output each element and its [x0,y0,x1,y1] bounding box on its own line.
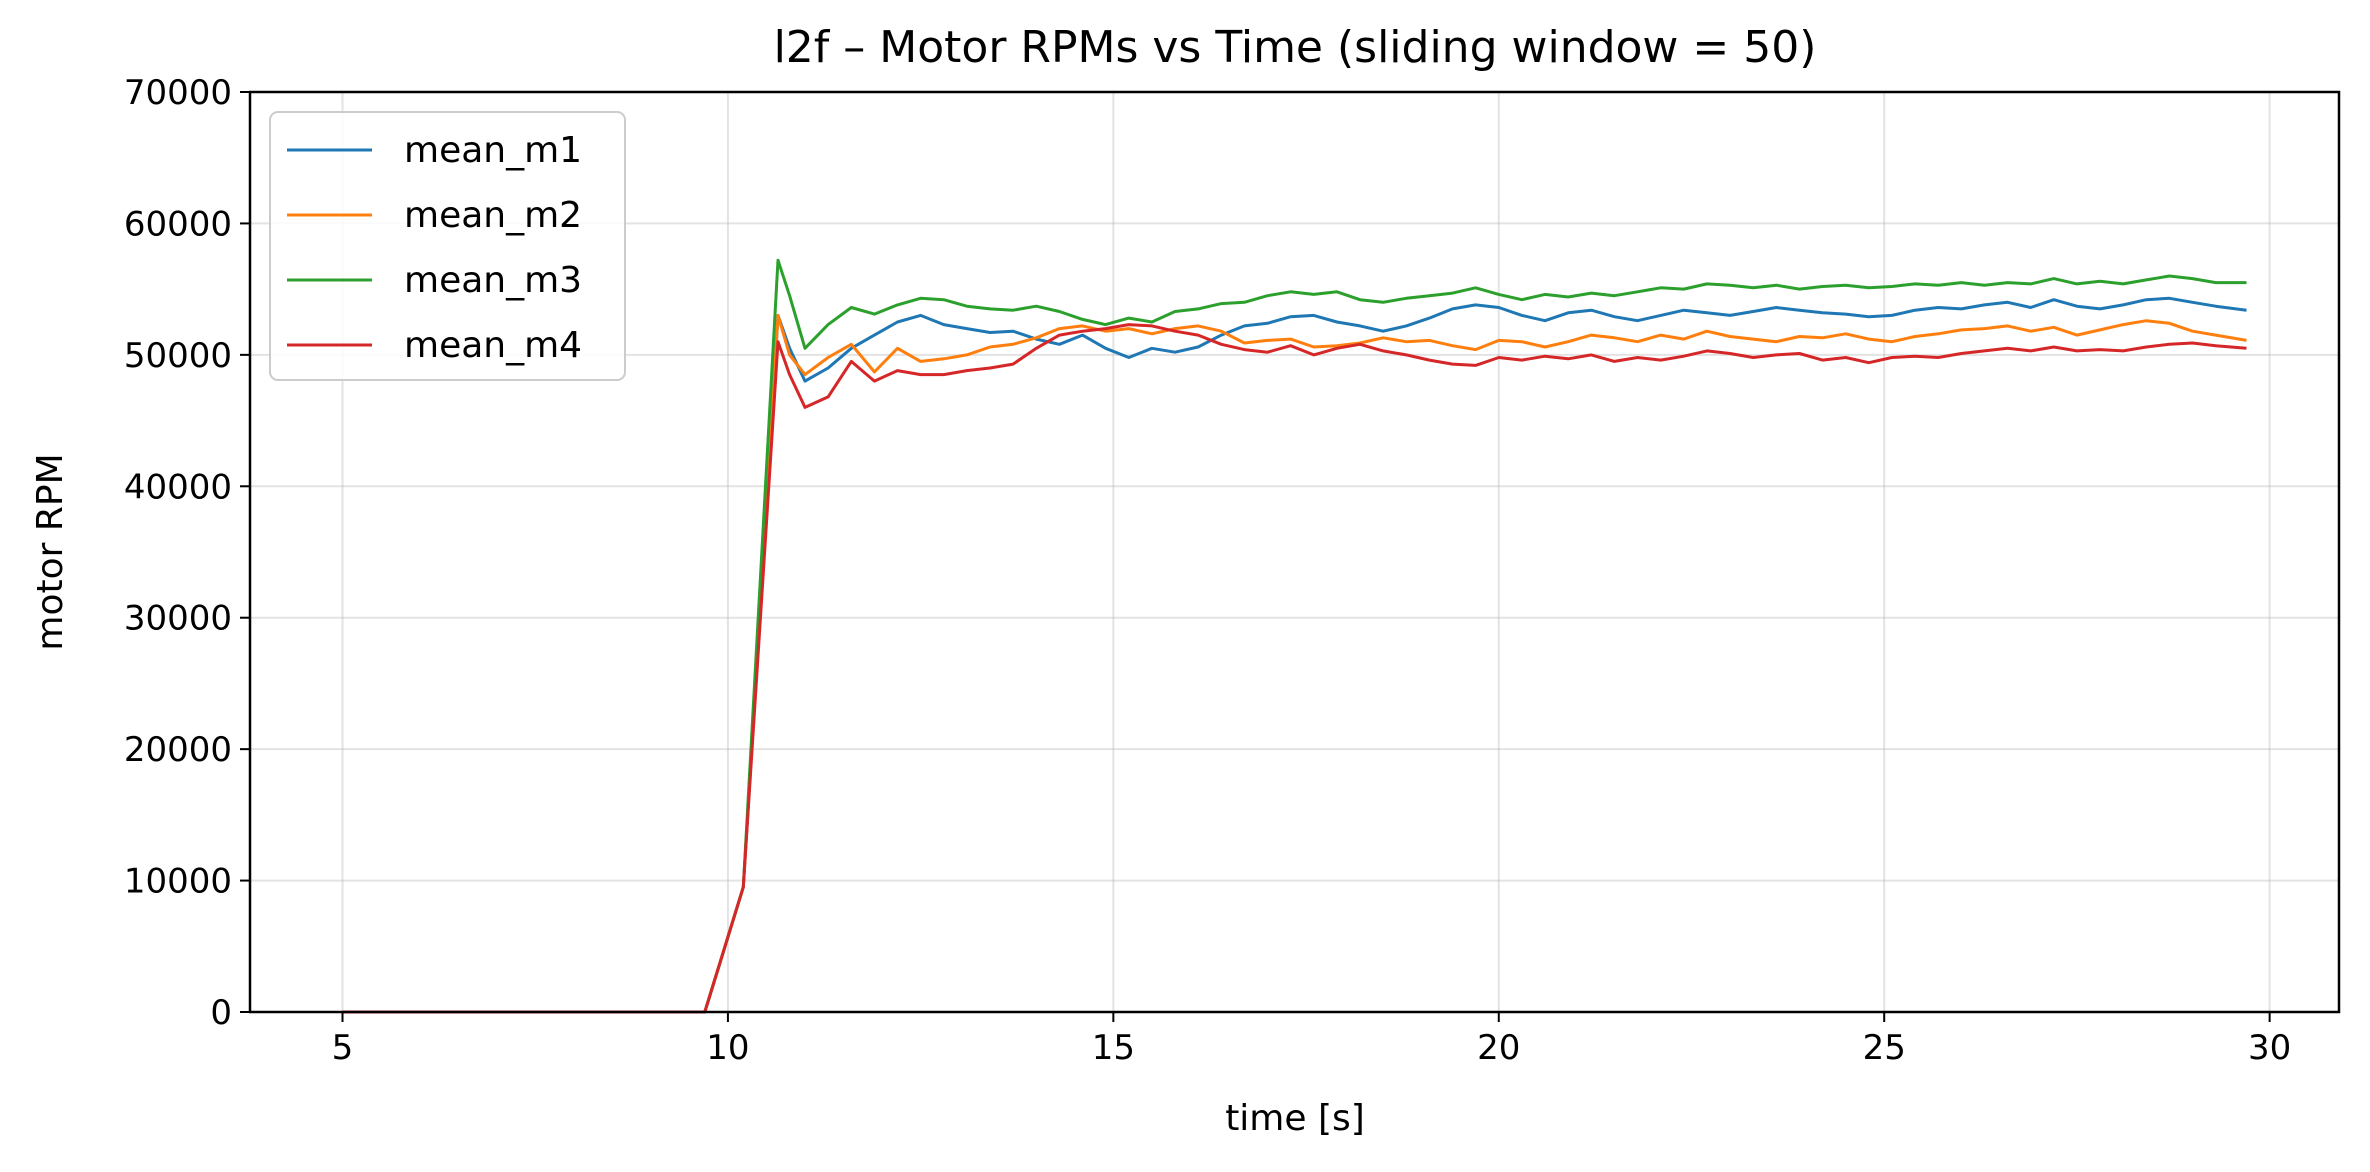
y-tick-label: 50000 [124,336,232,376]
x-tick-label: 25 [1863,1028,1906,1068]
series-line-mean-m3 [342,258,2247,1014]
y-tick-label: 20000 [124,730,232,770]
series-lines [342,258,2247,1014]
series-line-mean-m2 [342,313,2247,1014]
y-tick-label: 70000 [124,73,232,113]
legend-label: mean_m3 [404,260,582,301]
legend-label: mean_m1 [404,130,582,171]
x-tick-label: 30 [2248,1028,2291,1068]
series-line-mean-m1 [342,296,2247,1014]
y-tick-label: 30000 [124,599,232,639]
y-axis: 0 10000 20000 30000 40000 50000 60000 70000 [124,73,250,1033]
y-axis-title: motor RPM [30,453,71,650]
y-tick-label: 0 [210,993,232,1033]
x-tick-label: 20 [1477,1028,1520,1068]
chart-title: l2f – Motor RPMs vs Time (sliding window… [774,22,1817,73]
y-tick-label: 60000 [124,204,232,244]
x-axis-title: time [s] [1225,1098,1365,1139]
y-tick-label: 10000 [124,862,232,902]
plot-frame [248,90,2341,1014]
legend-label: mean_m4 [404,325,582,366]
x-tick-label: 15 [1092,1028,1135,1068]
x-axis: 5 10 15 20 25 30 [332,1012,2291,1068]
legend-label: mean_m2 [404,195,582,236]
x-tick-label: 5 [332,1028,354,1068]
series-line-mean-m4 [342,323,2247,1014]
y-tick-label: 40000 [124,467,232,507]
legend-box [269,111,626,381]
x-tick-label: 10 [706,1028,749,1068]
legend: mean_m1 mean_m2 mean_m3 mean_m4 [269,111,626,381]
